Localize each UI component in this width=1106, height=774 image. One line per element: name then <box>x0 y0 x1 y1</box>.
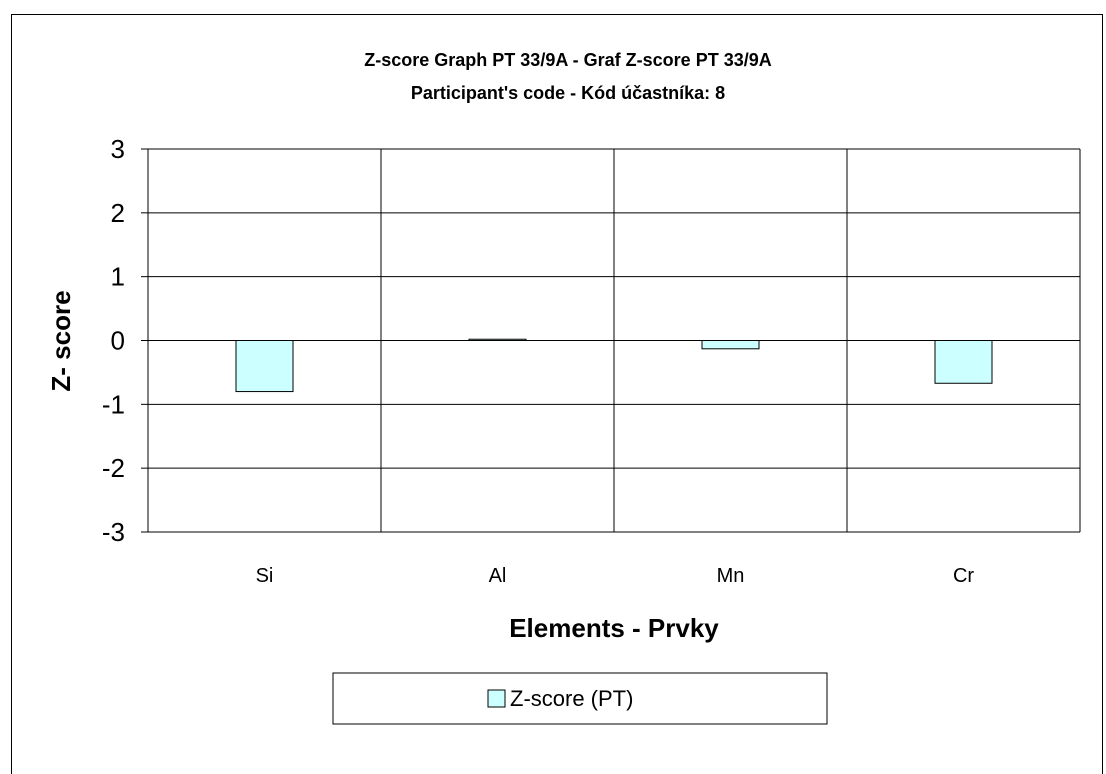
y-tick-label: 2 <box>111 198 125 228</box>
y-tick-labels: 3 2 1 0 -1 -2 -3 <box>102 134 125 547</box>
y-axis-title: Z- score <box>46 290 76 391</box>
y-tick-label: 0 <box>111 326 125 356</box>
legend-box <box>332 672 828 725</box>
y-tick-label: -1 <box>102 389 125 419</box>
chart-subtitle: Participant's code - Kód účastníka: 8 <box>411 83 725 103</box>
bar-si <box>235 340 294 393</box>
y-tick-label: 3 <box>111 134 125 164</box>
legend-swatch-icon <box>487 689 506 708</box>
x-category-label: Al <box>489 565 507 587</box>
x-category-labels: Si Al Mn Cr <box>256 565 975 587</box>
chart-title: Z-score Graph PT 33/9A - Graf Z-score PT… <box>364 50 771 70</box>
bar-cr <box>934 340 993 384</box>
y-tick-label: -2 <box>102 453 125 483</box>
x-category-label: Si <box>256 565 274 587</box>
bars <box>235 338 993 393</box>
x-category-label: Mn <box>717 565 745 587</box>
x-category-label: Cr <box>953 565 974 587</box>
legend: Z-score (PT) <box>332 672 828 725</box>
bar-mn <box>701 340 760 350</box>
legend-entry-label: Z-score (PT) <box>510 686 633 711</box>
y-tick-label: 1 <box>111 262 125 292</box>
chart-frame <box>11 14 1103 774</box>
x-axis-title: Elements - Prvky <box>509 613 719 643</box>
y-tick-label: -3 <box>102 517 125 547</box>
axes <box>141 148 1080 533</box>
